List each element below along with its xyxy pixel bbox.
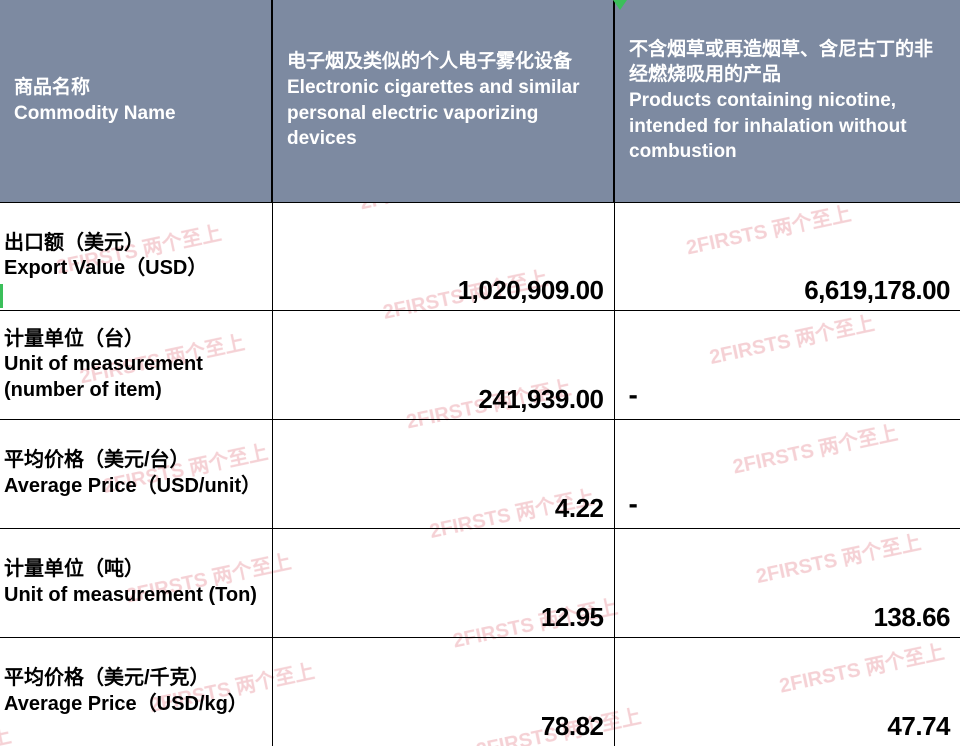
value-cell-col1: 1,020,909.00	[272, 202, 614, 311]
cell-value: -	[615, 488, 960, 528]
header-label-zh: 电子烟及类似的个人电子雾化设备	[287, 51, 572, 72]
row-label-zh: 计量单位（台）	[4, 328, 144, 350]
row-label: 出口额（美元） Export Value（USD）	[0, 225, 272, 288]
row-label-cell: 平均价格（美元/台） Average Price（USD/unit）	[0, 420, 272, 529]
accent-bar	[0, 284, 3, 308]
row-label: 计量单位（吨） Unit of measurement (Ton)	[0, 551, 272, 614]
row-label-cell: 出口额（美元） Export Value（USD）	[0, 202, 272, 311]
value-cell-col1: 4.22	[272, 420, 614, 529]
value-cell-col1: 241,939.00	[272, 311, 614, 420]
cell-value: -	[615, 379, 960, 419]
cell-value: 12.95	[273, 602, 614, 637]
row-label-en: Average Price（USD/unit）	[4, 475, 261, 497]
value-cell-col2: 6,619,178.00	[614, 202, 960, 311]
row-label-zh: 出口额（美元）	[4, 232, 144, 254]
table-row: 计量单位（台） Unit of measurement (number of it…	[0, 311, 960, 420]
value-cell-col1: 78.82	[272, 637, 614, 746]
table-row: 平均价格（美元/台） Average Price（USD/unit） 4.22-	[0, 420, 960, 529]
commodity-table: 商品名称 Commodity Name 电子烟及类似的个人电子雾化设备 Elec…	[0, 0, 960, 746]
row-label-zh: 平均价格（美元/台）	[4, 449, 190, 471]
cell-value: 6,619,178.00	[615, 275, 960, 310]
value-cell-col2: 138.66	[614, 528, 960, 637]
value-cell-col2: -	[614, 311, 960, 420]
header-commodity-name: 商品名称 Commodity Name	[0, 0, 272, 202]
cell-value: 241,939.00	[273, 384, 614, 419]
value-cell-col2: -	[614, 420, 960, 529]
header-ecig: 电子烟及类似的个人电子雾化设备 Electronic cigarettes an…	[272, 0, 614, 202]
value-cell-col2: 47.74	[614, 637, 960, 746]
header-label-en: Electronic cigarettes and similar person…	[287, 77, 580, 149]
row-label: 计量单位（台） Unit of measurement (number of it…	[0, 321, 272, 410]
row-label-en: Average Price（USD/kg）	[4, 693, 248, 715]
header-label-en: Commodity Name	[14, 103, 176, 124]
row-label-cell: 计量单位（吨） Unit of measurement (Ton)	[0, 528, 272, 637]
caret-icon	[613, 0, 627, 12]
cell-value: 4.22	[273, 493, 614, 528]
header-nicotine-products: 不含烟草或再造烟草、含尼古丁的非经燃烧吸用的产品 Products contai…	[614, 0, 960, 202]
cell-value: 1,020,909.00	[273, 275, 614, 310]
table-row: 出口额（美元） Export Value（USD）1,020,909.006,6…	[0, 202, 960, 311]
row-label: 平均价格（美元/千克） Average Price（USD/kg）	[0, 660, 272, 723]
row-label-en: Export Value（USD）	[4, 257, 207, 279]
table-header-row: 商品名称 Commodity Name 电子烟及类似的个人电子雾化设备 Elec…	[0, 0, 960, 202]
row-label-en: Unit of measurement (number of item)	[4, 353, 203, 401]
value-cell-col1: 12.95	[272, 528, 614, 637]
row-label-cell: 平均价格（美元/千克） Average Price（USD/kg）	[0, 637, 272, 746]
header-label-en: Products containing nicotine, intended f…	[629, 90, 907, 162]
header-label-zh: 不含烟草或再造烟草、含尼古丁的非经燃烧吸用的产品	[629, 39, 933, 86]
table-row: 计量单位（吨） Unit of measurement (Ton) 12.95138…	[0, 528, 960, 637]
cell-value: 47.74	[615, 711, 960, 746]
row-label-zh: 平均价格（美元/千克）	[4, 667, 210, 689]
cell-value: 78.82	[273, 711, 614, 746]
cell-value: 138.66	[615, 602, 960, 637]
row-label: 平均价格（美元/台） Average Price（USD/unit）	[0, 442, 272, 505]
row-label-en: Unit of measurement (Ton)	[4, 584, 257, 606]
table-row: 平均价格（美元/千克） Average Price（USD/kg） 78.8247.…	[0, 637, 960, 746]
row-label-zh: 计量单位（吨）	[4, 558, 144, 580]
header-label-zh: 商品名称	[14, 77, 90, 98]
row-label-cell: 计量单位（台） Unit of measurement (number of it…	[0, 311, 272, 420]
